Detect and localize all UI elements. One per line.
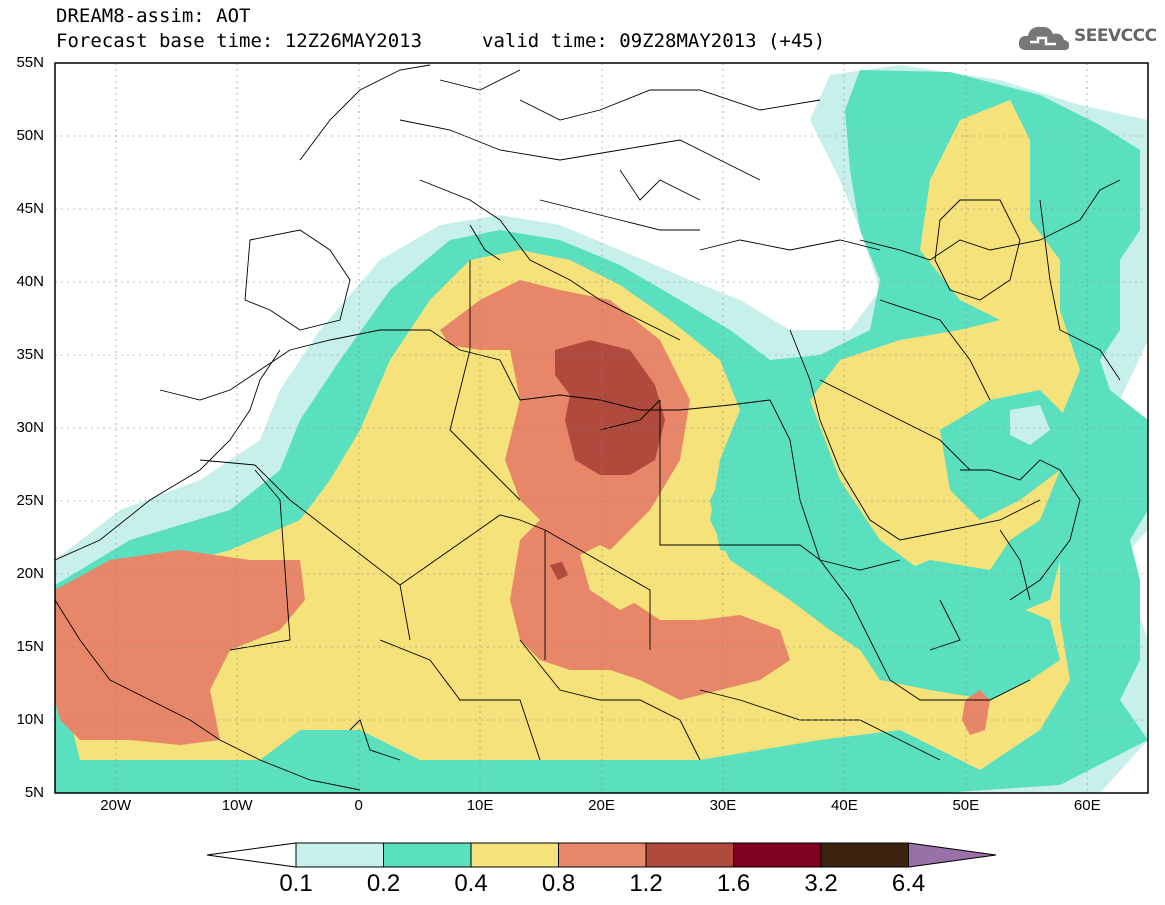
colorbar-level-label: 1.6: [716, 870, 751, 897]
colorbar-over-triangle: [908, 842, 997, 868]
colorbar-segment: [645, 842, 734, 868]
colorbar-segment: [470, 842, 559, 868]
colorbar-level-label: 0.8: [541, 870, 576, 897]
colorbar-segment: [295, 842, 384, 868]
lon-tick-label: 10E: [466, 797, 494, 814]
colorbar-under-triangle: [206, 842, 297, 868]
seevccc-logo: SEEVCCC: [1016, 20, 1157, 60]
lat-tick-label: 10N: [16, 711, 44, 728]
colorbar-level-label: 0.1: [279, 870, 313, 897]
lon-tick-label: 30E: [709, 797, 737, 814]
lon-tick-label: 40E: [831, 797, 858, 814]
colorbar-segment: [820, 842, 909, 868]
colorbar-segment: [383, 842, 472, 868]
lon-tick-label: 10W: [221, 797, 253, 814]
aot-contour-0.8-horn: [962, 690, 990, 735]
colorbar-level-label: 0.4: [454, 870, 488, 897]
lon-tick-label: 60E: [1073, 797, 1101, 814]
aot-contour-0.4-inner: [580, 545, 640, 610]
lat-tick-label: 25N: [16, 492, 44, 509]
colorbar: [206, 842, 997, 868]
lat-tick-label: 40N: [16, 273, 44, 290]
lon-tick-label: 20E: [588, 797, 615, 814]
lon-tick-label: 20W: [100, 797, 132, 814]
aot-contour-0.8-west: [55, 550, 305, 745]
valid-time: valid time: 09Z28MAY2013 (+45): [482, 30, 826, 52]
aot-contour-1.2: [555, 340, 665, 475]
lat-tick-label: 15N: [16, 638, 44, 655]
colorbar-level-label: 0.2: [366, 870, 401, 897]
colorbar-level-label: 6.4: [891, 870, 926, 897]
aot-contour-0.1-inner: [1010, 405, 1050, 445]
aot-contour-1.2-small: [550, 562, 568, 580]
lat-tick-label: 55N: [16, 54, 44, 71]
logo-text: SEEVCCC: [1074, 26, 1157, 46]
map-title: DREAM8-assim: AOT: [56, 5, 251, 27]
colorbar-segment: [558, 842, 647, 868]
lat-tick-label: 20N: [16, 565, 44, 582]
lat-tick-label: 5N: [24, 784, 44, 801]
lat-tick-label: 45N: [16, 200, 44, 217]
aot-contour-0.2-inner-3: [710, 410, 860, 580]
map-frame: [54, 62, 1149, 794]
forecast-base-time: Forecast base time: 12Z26MAY2013: [56, 30, 423, 52]
coastlines: [55, 64, 1121, 791]
gridlines: [55, 63, 1148, 793]
cloud-icon: [1018, 26, 1070, 51]
lat-tick-label: 35N: [16, 346, 44, 363]
colorbar-level-label: 3.2: [804, 870, 838, 897]
aot-contour-0.2-inner-1: [880, 520, 1060, 640]
lat-tick-label: 30N: [16, 419, 44, 436]
lon-tick-label: 0: [354, 797, 363, 814]
colorbar-level-label: 1.2: [629, 870, 663, 897]
colorbar-segment: [733, 842, 822, 868]
lon-tick-label: 50E: [952, 797, 980, 814]
aot-contour-0.8-central: [440, 280, 790, 700]
lat-tick-label: 50N: [16, 127, 44, 144]
